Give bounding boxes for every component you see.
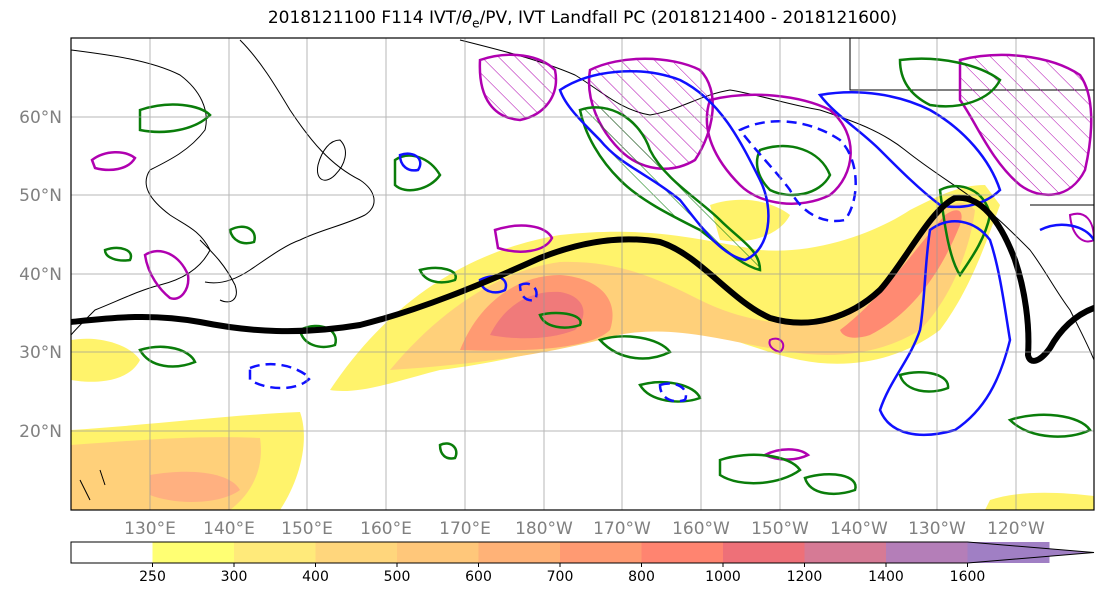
theta-contour-5 bbox=[138, 345, 197, 368]
colorbar-tick-label: 250 bbox=[139, 569, 166, 585]
ivt-600-region-south bbox=[150, 471, 240, 502]
latitude-labels: 60°N 50°N 40°N 30°N 20°N bbox=[19, 108, 62, 442]
asia-coast-north bbox=[204, 39, 375, 284]
theta-contour-11 bbox=[803, 472, 857, 496]
pv-region-bering bbox=[478, 53, 558, 122]
ivt-250-region-se bbox=[985, 492, 1094, 510]
colorbar: 250 300 400 500 600 700 800 1000 1200 1400 1600 bbox=[70, 541, 1095, 585]
colorbar-tick-label: 700 bbox=[547, 569, 574, 585]
ivt-250-region-west bbox=[71, 338, 140, 382]
lon-label: 130°E bbox=[124, 519, 176, 539]
pv-dashed-2 bbox=[248, 362, 312, 390]
theta-contour-1 bbox=[138, 103, 212, 134]
colorbar-segment bbox=[315, 542, 398, 563]
pv-contour-siberia bbox=[90, 151, 137, 172]
theta-contour-8 bbox=[538, 311, 582, 329]
kamchatka bbox=[316, 139, 346, 181]
lat-label: 50°N bbox=[19, 186, 62, 206]
theta-contour-2 bbox=[393, 154, 442, 192]
gridlines bbox=[71, 38, 1094, 510]
lon-label: 160°E bbox=[360, 519, 412, 539]
colorbar-tick-label: 500 bbox=[384, 569, 411, 585]
pv-contour-blue-west bbox=[878, 220, 1012, 437]
colorbar-tick-label: 1400 bbox=[868, 569, 904, 585]
theta-contour-14 bbox=[938, 184, 992, 278]
theta-contour-12 bbox=[898, 371, 950, 393]
pv-contour-east bbox=[1068, 212, 1094, 243]
chart-title: 2018121100 F114 IVT/θe/PV, IVT Landfall … bbox=[267, 8, 898, 31]
lat-label: 20°N bbox=[19, 422, 62, 442]
colorbar-segment bbox=[560, 542, 642, 563]
theta-contour-10 bbox=[718, 453, 802, 485]
lon-label: 170°W bbox=[593, 519, 651, 539]
colorbar-segment bbox=[71, 542, 153, 563]
lon-label: 150°E bbox=[281, 519, 333, 539]
colorbar-segment bbox=[804, 542, 887, 563]
colorbar-segment bbox=[152, 542, 235, 563]
pv-dashed-contours bbox=[248, 120, 857, 403]
colorbar-tick-label: 1000 bbox=[705, 569, 741, 585]
theta-contour-7 bbox=[418, 266, 457, 284]
lon-label: 150°W bbox=[751, 519, 809, 539]
japan bbox=[199, 239, 237, 303]
theta-contour-15 bbox=[438, 442, 458, 460]
theta-contour-9 bbox=[638, 381, 702, 403]
lon-label: 120°W bbox=[987, 519, 1045, 539]
lon-label: 180°W bbox=[515, 519, 573, 539]
pv-contour-midpac bbox=[493, 224, 554, 253]
lon-label: 170°E bbox=[439, 519, 491, 539]
asia-coast bbox=[71, 49, 211, 336]
theta-contour-16 bbox=[228, 225, 256, 245]
pv-contour-japan bbox=[143, 249, 190, 301]
pv-contour-blue-east bbox=[1039, 223, 1094, 241]
theta-contour-4 bbox=[298, 324, 337, 349]
colorbar-segment bbox=[886, 542, 968, 563]
pv-dashed-4 bbox=[658, 382, 688, 403]
lon-label: 140°E bbox=[203, 519, 255, 539]
theta-contour-3 bbox=[103, 246, 133, 262]
colorbar-tick-label: 1600 bbox=[950, 569, 986, 585]
map-content bbox=[71, 38, 1094, 510]
pv-contour-blue-small1 bbox=[398, 152, 422, 172]
theta-contour-yukon bbox=[898, 57, 1002, 108]
colorbar-outline bbox=[70, 541, 1095, 564]
colorbar-tick-label: 1200 bbox=[787, 569, 823, 585]
landfall-path bbox=[71, 194, 1094, 364]
colorbar-tick-label: 300 bbox=[221, 569, 248, 585]
longitude-labels: 130°E 140°E 150°E 160°E 170°E 180°W 170°… bbox=[124, 519, 1045, 539]
theta-contour-13 bbox=[1007, 413, 1092, 438]
lat-label: 60°N bbox=[19, 108, 62, 128]
colorbar-extend-arrow bbox=[967, 542, 1094, 563]
theta-contour-alaska bbox=[578, 106, 762, 272]
colorbar-tick-label: 400 bbox=[302, 569, 329, 585]
pv-contours bbox=[398, 70, 1094, 437]
colorbar-segment bbox=[641, 542, 724, 563]
theta-e-contours bbox=[103, 57, 1092, 496]
colorbar-tick-label: 600 bbox=[465, 569, 492, 585]
lat-label: 40°N bbox=[19, 265, 62, 285]
lon-label: 160°W bbox=[672, 519, 730, 539]
colorbar-segment bbox=[723, 542, 805, 563]
colorbar-tick-label: 800 bbox=[628, 569, 655, 585]
pv-dashed-gulf bbox=[738, 120, 857, 223]
lat-label: 30°N bbox=[19, 343, 62, 363]
map-frame bbox=[70, 37, 1095, 511]
lon-label: 140°W bbox=[830, 519, 888, 539]
colorbar-segment bbox=[397, 542, 479, 563]
lon-label: 130°W bbox=[908, 519, 966, 539]
colorbar-segment bbox=[478, 542, 561, 563]
pv-contour-blue-alaska bbox=[558, 70, 770, 262]
pv-dashed-3 bbox=[518, 282, 538, 302]
colorbar-segment bbox=[234, 542, 316, 563]
philippines bbox=[79, 469, 106, 501]
theta-contour-gulf bbox=[755, 145, 832, 197]
